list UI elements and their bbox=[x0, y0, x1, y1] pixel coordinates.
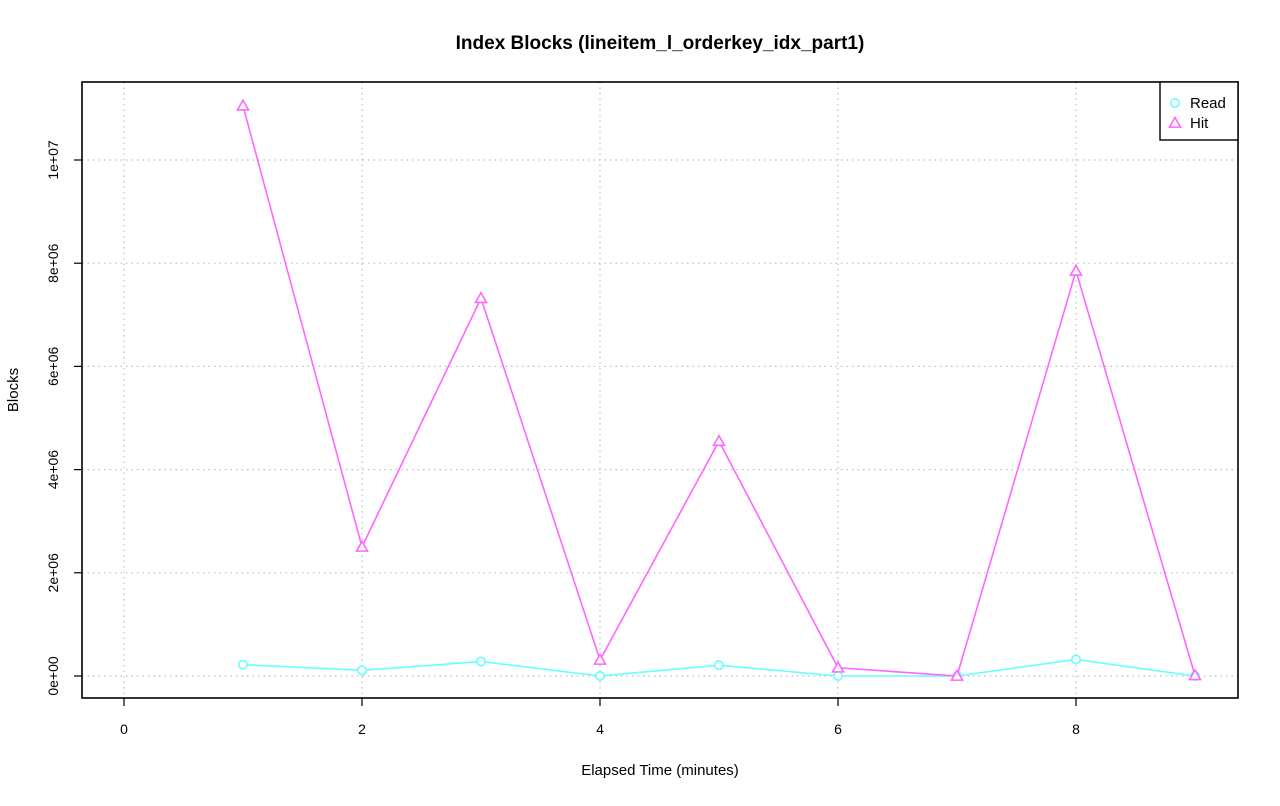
y-tick-label: 4e+06 bbox=[45, 450, 61, 490]
data-point-hit bbox=[355, 539, 369, 552]
data-point-read bbox=[594, 670, 605, 681]
legend-label-read: Read bbox=[1190, 95, 1226, 112]
data-point-read bbox=[832, 670, 843, 681]
series-read bbox=[238, 654, 1201, 681]
legend: Read Hit bbox=[1159, 81, 1239, 141]
y-tick-label: 6e+06 bbox=[45, 347, 61, 387]
data-point-read bbox=[475, 656, 486, 667]
x-tick-label: 2 bbox=[358, 721, 366, 737]
data-point-hit bbox=[593, 652, 607, 665]
y-axis-label: Blocks bbox=[5, 368, 22, 412]
y-axis: 0e+00 2e+06 4e+06 6e+06 8e+06 1e+07 bbox=[45, 140, 82, 696]
data-point-hit bbox=[950, 668, 964, 681]
data-point-read bbox=[356, 665, 367, 676]
data-point-hit bbox=[1069, 263, 1083, 276]
x-tick-label: 6 bbox=[834, 721, 842, 737]
x-tick-label: 4 bbox=[596, 721, 604, 737]
data-point-hit bbox=[236, 98, 250, 111]
legend-marker-hit bbox=[1168, 115, 1182, 128]
grid-lines bbox=[82, 82, 1238, 698]
legend-marker-read bbox=[1170, 98, 1181, 109]
x-axis: 0 2 4 6 8 bbox=[120, 698, 1080, 737]
data-point-read bbox=[1071, 654, 1082, 665]
series-hit bbox=[236, 98, 1202, 681]
data-point-read bbox=[238, 659, 249, 670]
data-point-read bbox=[713, 660, 724, 671]
data-point-hit bbox=[712, 434, 726, 447]
plot-frame bbox=[81, 81, 1239, 699]
y-tick-label: 2e+06 bbox=[45, 553, 61, 593]
legend-box bbox=[1159, 81, 1239, 141]
x-tick-label: 8 bbox=[1072, 721, 1080, 737]
data-point-hit bbox=[1188, 668, 1202, 681]
y-tick-label: 0e+00 bbox=[45, 656, 61, 696]
data-point-hit bbox=[474, 291, 488, 304]
chart-title: Index Blocks (lineitem_l_orderkey_idx_pa… bbox=[456, 33, 865, 54]
legend-label-hit: Hit bbox=[1190, 115, 1209, 132]
x-tick-label: 0 bbox=[120, 721, 128, 737]
series-layer bbox=[236, 98, 1202, 681]
y-tick-label: 8e+06 bbox=[45, 243, 61, 283]
x-axis-label: Elapsed Time (minutes) bbox=[581, 762, 739, 779]
y-tick-label: 1e+07 bbox=[45, 140, 61, 180]
data-point-hit bbox=[831, 660, 845, 673]
